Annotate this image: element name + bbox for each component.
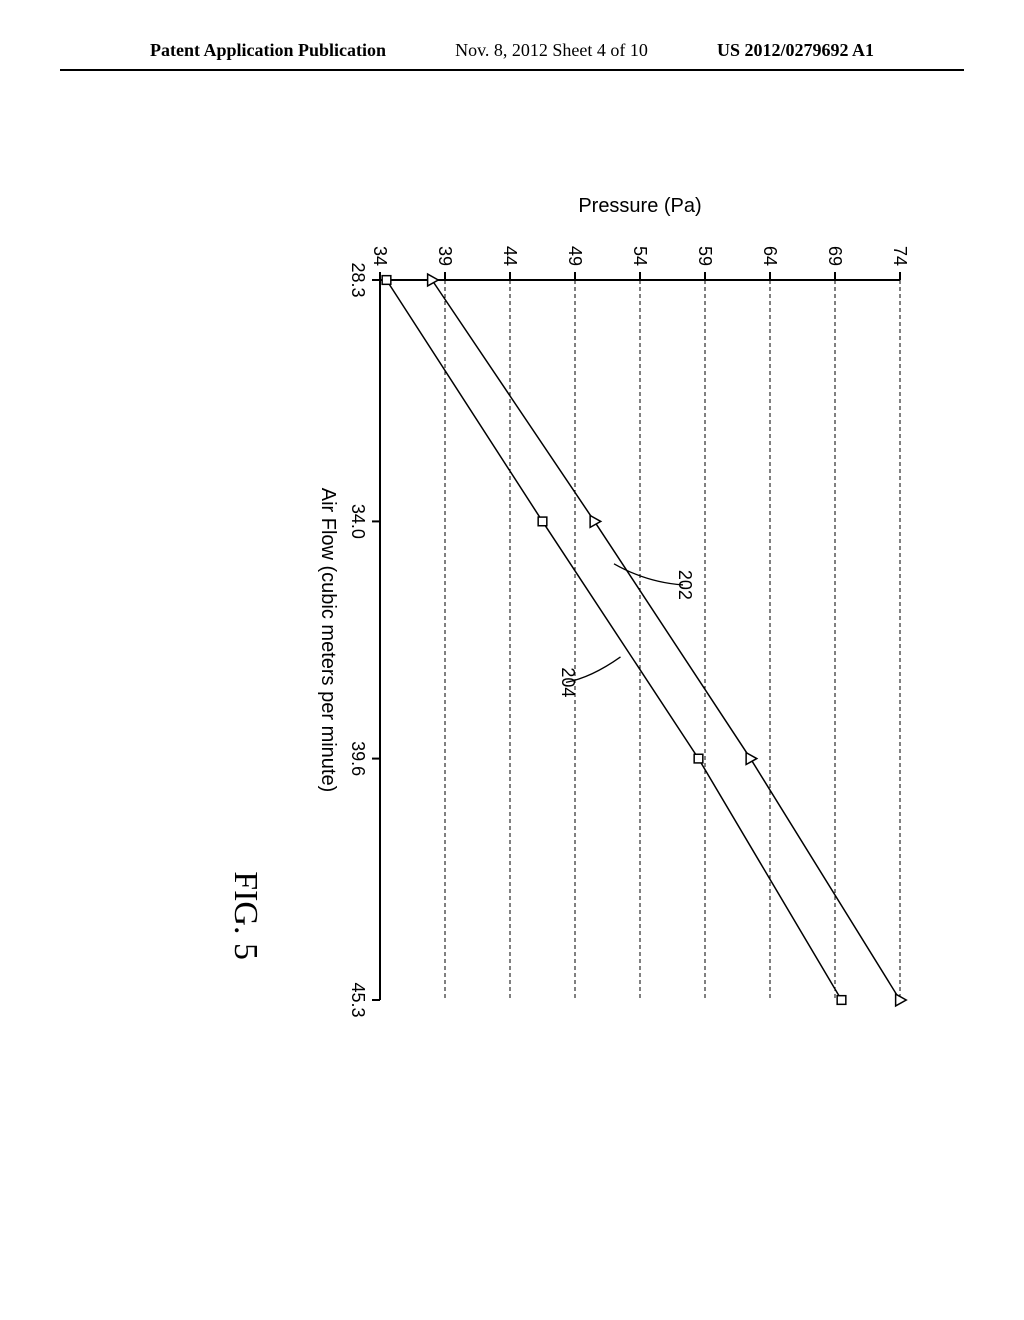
- y-tick-label: 44: [500, 246, 520, 266]
- y-tick-label: 59: [695, 246, 715, 266]
- header-publication: Patent Application Publication: [150, 40, 386, 61]
- x-tick-label: 39.6: [348, 741, 368, 776]
- header-date-sheet: Nov. 8, 2012 Sheet 4 of 10: [455, 40, 648, 61]
- y-tick-label: 64: [760, 246, 780, 266]
- y-tick-label: 49: [565, 246, 585, 266]
- x-tick-label: 28.3: [348, 262, 368, 297]
- x-tick-label: 45.3: [348, 982, 368, 1017]
- reference-number-204: 204: [558, 667, 578, 697]
- y-tick-label: 39: [435, 246, 455, 266]
- header-pub-number: US 2012/0279692 A1: [717, 40, 874, 61]
- x-axis-label: Air Flow (cubic meters per minute): [317, 488, 339, 793]
- y-tick-label: 74: [890, 246, 910, 266]
- y-tick-label: 69: [825, 246, 845, 266]
- series-202: [432, 280, 900, 1000]
- y-axis-label: Pressure (Pa): [578, 195, 701, 217]
- page-header: Patent Application Publication Nov. 8, 2…: [60, 0, 964, 71]
- reference-number-202: 202: [675, 570, 695, 600]
- figure-5: 34 39 44 49 54 59 64 69 74 28.3 34.0 39.6 45.3 Air Fl…: [90, 160, 930, 1170]
- y-tick-label: 54: [630, 246, 650, 266]
- series-204: [387, 280, 842, 1000]
- chart-svg: 34 39 44 49 54 59 64 69 74 28.3 34.0 39.6 45.3 Air Fl…: [90, 160, 930, 1170]
- y-tick-label: 34: [370, 246, 390, 266]
- x-tick-label: 34.0: [348, 504, 368, 539]
- figure-label: FIG. 5: [227, 871, 264, 960]
